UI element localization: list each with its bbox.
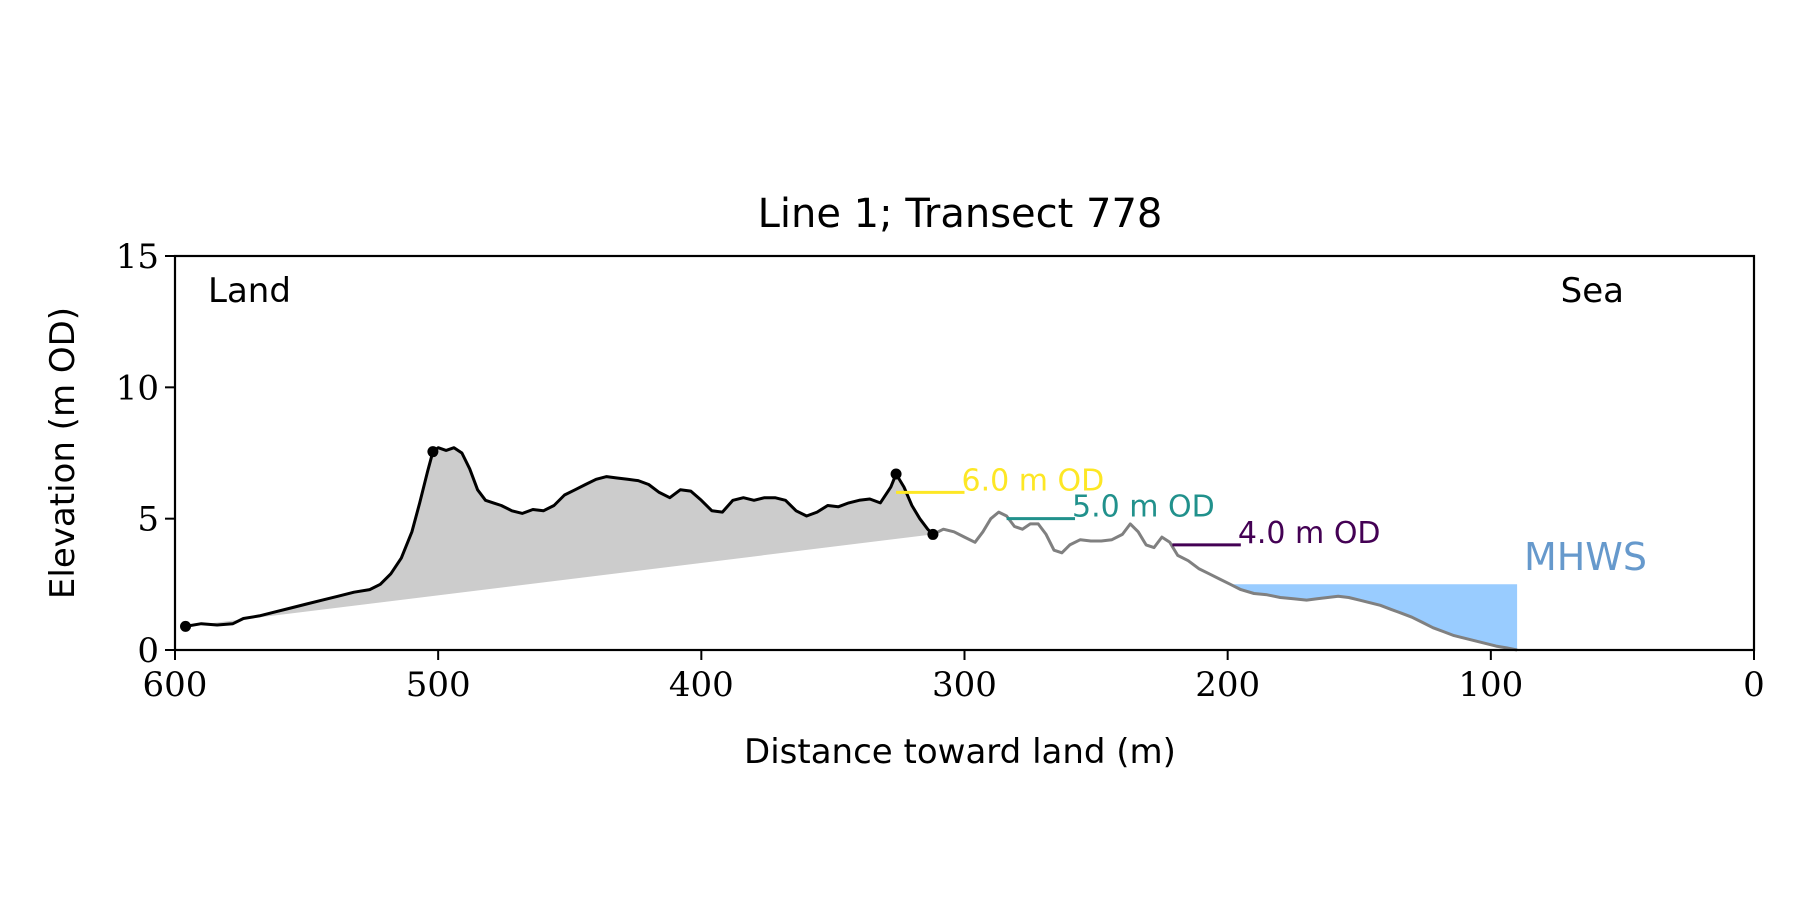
land-label: Land xyxy=(208,271,291,311)
y-tick-label: 10 xyxy=(116,368,159,408)
profile-fill xyxy=(185,447,933,627)
x-tick-label: 500 xyxy=(406,665,471,705)
profile-marker-2 xyxy=(427,446,439,458)
profile-marker-3 xyxy=(890,468,902,480)
y-axis: 0 5 10 15 xyxy=(116,237,175,671)
mhws-label: MHWS xyxy=(1524,535,1647,579)
sea-label: Sea xyxy=(1561,271,1624,311)
contour-label-3: 4.0 m OD xyxy=(1238,516,1381,551)
profile-marker-4 xyxy=(927,528,939,540)
plot-area: MHWS 6.0 m OD5.0 m OD 4.0 m OD xyxy=(180,446,1647,652)
profile-marker-1 xyxy=(180,620,192,632)
x-tick-label: 400 xyxy=(669,665,734,705)
profile-line-2 xyxy=(932,510,1518,652)
x-tick-label: 200 xyxy=(1195,665,1260,705)
x-axis-label: Distance toward land (m) xyxy=(744,732,1176,772)
contour-label-2: 5.0 m OD xyxy=(1072,490,1215,525)
x-axis: 600 500 400 300 200 100 0 xyxy=(143,650,1765,705)
x-tick-label: 600 xyxy=(143,665,208,705)
y-tick-label: 0 xyxy=(137,631,159,671)
x-tick-label: 0 xyxy=(1743,665,1765,705)
y-tick-label: 5 xyxy=(137,500,159,540)
y-tick-label: 15 xyxy=(116,237,159,277)
x-tick-label: 300 xyxy=(932,665,997,705)
y-axis-label: Elevation (m OD) xyxy=(43,307,83,599)
chart-title: Line 1; Transect 778 xyxy=(758,191,1163,237)
profile-line-1 xyxy=(185,446,934,628)
mhws-fill xyxy=(1227,584,1518,650)
contour-label-1: 6.0 m OD xyxy=(962,463,1105,498)
x-tick-label: 100 xyxy=(1458,665,1523,705)
